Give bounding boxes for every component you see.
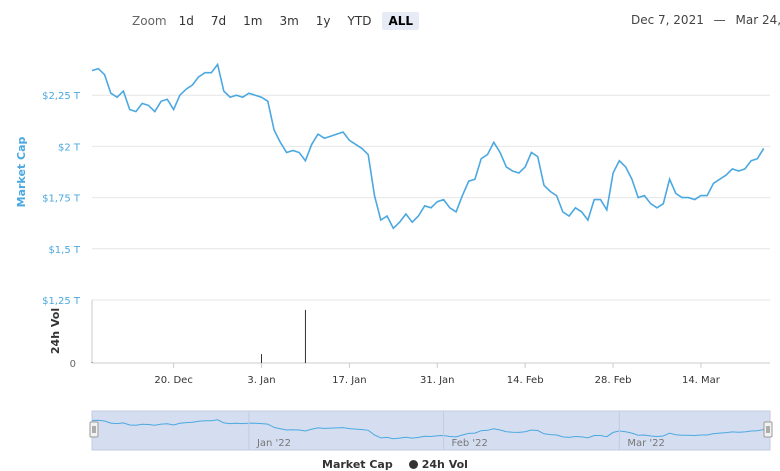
y-tick-label: $2 T	[58, 142, 81, 153]
navigator-label: Mar '22	[627, 438, 665, 449]
x-tick-label: 17. Jan	[332, 375, 367, 386]
navigator-left-handle[interactable]	[90, 422, 98, 437]
navigator-right-handle[interactable]	[764, 422, 772, 437]
y-tick-label: $2,25 T	[42, 91, 81, 102]
navigator-selection[interactable]	[92, 411, 770, 450]
legend-item-volume[interactable]: 24h Vol	[409, 458, 468, 471]
grid	[92, 95, 770, 300]
x-tick-label: 20. Dec	[154, 375, 192, 386]
x-axis-labels: 20. Dec 3. Jan 17. Jan 31. Jan 14. Feb 28. Fe…	[154, 363, 720, 386]
y-axis-title: Market Cap	[15, 137, 28, 208]
x-tick-label: 14. Feb	[507, 375, 544, 386]
x-tick-label: 28. Feb	[595, 375, 632, 386]
volume-axis-title: 24h Vol	[49, 308, 62, 354]
volume-pane: 0	[70, 300, 770, 370]
legend-label-volume: 24h Vol	[422, 458, 468, 471]
y-axis-labels: $2,25 T $2 T $1,75 T $1,5 T $1,25 T	[42, 91, 81, 307]
y-tick-label: $1,75 T	[42, 194, 81, 205]
navigator-label: Feb '22	[452, 438, 488, 449]
legend: Market Cap 24h Vol	[322, 458, 468, 471]
navigator[interactable]: Jan '22 Feb '22 Mar '22	[90, 411, 772, 450]
y-tick-label: $1,5 T	[48, 245, 80, 256]
x-tick-label: 14. Mar	[682, 375, 721, 386]
volume-tick-label: 0	[70, 359, 76, 370]
x-tick-label: 31. Jan	[420, 375, 455, 386]
x-tick-label: 3. Jan	[247, 375, 275, 386]
y-tick-label: $1,25 T	[42, 296, 81, 307]
legend-label-market-cap: Market Cap	[322, 458, 393, 471]
legend-dot-icon	[409, 460, 418, 469]
navigator-label: Jan '22	[256, 438, 291, 449]
legend-item-market-cap[interactable]: Market Cap	[322, 458, 393, 471]
